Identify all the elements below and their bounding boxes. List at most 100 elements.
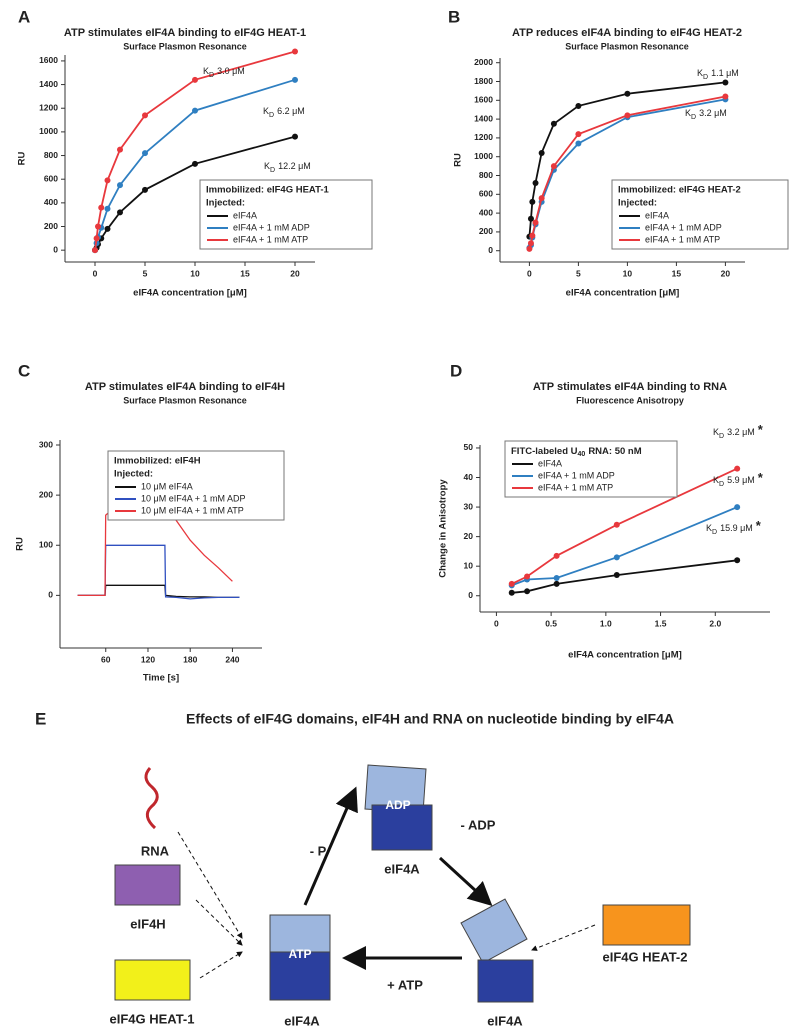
x-tick-label: 2.0	[709, 618, 721, 628]
arrow-label: - P	[310, 843, 327, 858]
legend-subheading: Injected:	[206, 198, 245, 209]
x-tick-label: 20	[290, 268, 300, 278]
kd-value: 3.2 μM	[727, 427, 755, 437]
eif4a-light	[269, 914, 331, 953]
data-point	[92, 247, 98, 254]
y-tick-label: 100	[39, 540, 53, 550]
data-point	[292, 48, 298, 55]
kd-label: KD 6.2 μM	[263, 106, 305, 118]
dashed-arrow	[199, 951, 243, 979]
data-point	[142, 112, 148, 119]
kd-value: 1.1 μM	[711, 68, 739, 78]
chart-title: ATP stimulates eIF4A binding to eIF4H	[85, 381, 285, 393]
x-tick-label: 120	[141, 654, 155, 664]
kd-subscript: D	[209, 72, 214, 79]
x-tick-label: 0	[93, 268, 98, 278]
kd-symbol: K	[713, 427, 719, 437]
data-point	[524, 588, 531, 595]
data-point	[553, 580, 560, 587]
arrow	[303, 786, 358, 906]
panel-label: B	[448, 7, 460, 26]
legend-subheading: Injected:	[114, 469, 153, 480]
data-point	[553, 552, 560, 559]
y-tick-label: 600	[479, 189, 493, 199]
kd-label: KD 12.2 μM	[264, 161, 311, 173]
legend-label: eIF4A + 1 mM ATP	[233, 234, 308, 244]
y-tick-label: 0	[48, 590, 53, 600]
data-point	[550, 120, 557, 127]
node-label: eIF4G HEAT-1	[109, 1011, 194, 1026]
data-point	[624, 90, 631, 97]
kd-subscript: D	[269, 112, 274, 119]
kd-subscript: D	[712, 529, 717, 536]
y-tick-label: 400	[44, 197, 58, 207]
legend-heading: Immobilized: eIF4H	[114, 456, 201, 467]
eif4a-dark	[269, 951, 331, 1001]
heat2-box	[602, 904, 691, 946]
series-line	[511, 559, 738, 594]
chart-subtitle: Surface Plasmon Resonance	[123, 395, 247, 405]
kd-label: KD 15.9 μM *	[706, 518, 762, 535]
x-tick-label: 10	[623, 268, 633, 278]
data-point	[722, 93, 729, 100]
y-tick-label: 1800	[474, 76, 493, 86]
data-point	[550, 163, 557, 170]
node-label: eIF4H	[130, 916, 165, 931]
x-tick-label: 1.0	[600, 618, 612, 628]
data-point	[192, 76, 198, 83]
diagram-title: Effects of eIF4G domains, eIF4H and RNA …	[186, 711, 674, 727]
data-point	[624, 112, 631, 119]
y-tick-label: 300	[39, 439, 53, 449]
kd-value: 6.2 μM	[277, 106, 305, 116]
data-point	[613, 572, 620, 579]
y-tick-label: 0	[53, 244, 58, 254]
dashed-arrow	[195, 899, 243, 946]
y-tick-label: 200	[39, 489, 53, 499]
x-tick-label: 10	[190, 268, 200, 278]
chart-title: ATP stimulates eIF4A binding to RNA	[533, 381, 727, 393]
node-label: eIF4A	[284, 1013, 320, 1028]
legend-label: eIF4A + 1 mM ATP	[538, 482, 613, 492]
data-point	[192, 107, 198, 114]
data-point	[722, 79, 729, 86]
data-point	[98, 204, 105, 211]
chart-subtitle: Surface Plasmon Resonance	[565, 41, 689, 51]
legend-box	[504, 440, 678, 498]
data-point	[117, 209, 123, 216]
y-tick-label: 1400	[474, 113, 493, 123]
eif4a-dark	[371, 804, 433, 851]
y-tick-label: 800	[479, 170, 493, 180]
chart-title: ATP stimulates eIF4A binding to eIF4G HE…	[64, 27, 306, 39]
legend-heading-subscript: 40	[578, 451, 586, 458]
kd-symbol: K	[685, 108, 691, 118]
kd-value: 15.9 μM	[720, 523, 753, 533]
data-point	[538, 195, 545, 202]
kd-value: 5.9 μM	[727, 475, 755, 485]
y-tick-label: 30	[464, 501, 474, 511]
legend-label: 10 μM eIF4A	[141, 481, 193, 491]
chart-subtitle: Fluorescence Anisotropy	[576, 395, 684, 405]
data-point	[95, 223, 101, 230]
dashed-arrow	[177, 831, 243, 939]
data-point	[192, 160, 198, 167]
kd-value: 12.2 μM	[278, 161, 311, 171]
panel-label: E	[35, 709, 46, 728]
legend-heading: Immobilized: eIF4G HEAT-2	[618, 185, 741, 196]
y-tick-label: 800	[44, 150, 58, 160]
data-point	[524, 573, 531, 580]
y-tick-label: 200	[479, 226, 493, 236]
data-point	[117, 146, 123, 153]
kd-label: KD 3.2 μM	[685, 108, 727, 120]
x-axis-label: eIF4A concentration [μM]	[568, 650, 682, 661]
bound-label: ATP	[288, 947, 311, 961]
node-label: eIF4G HEAT-2	[602, 949, 687, 964]
y-tick-label: 1000	[39, 126, 58, 136]
data-point	[532, 180, 539, 187]
y-tick-label: 1600	[39, 55, 58, 65]
kd-subscript: D	[703, 74, 708, 81]
eif4a-light	[460, 898, 528, 964]
data-point	[613, 521, 620, 528]
kd-label: KD 1.1 μM	[697, 68, 739, 80]
data-point	[508, 589, 515, 596]
data-point	[734, 557, 741, 564]
